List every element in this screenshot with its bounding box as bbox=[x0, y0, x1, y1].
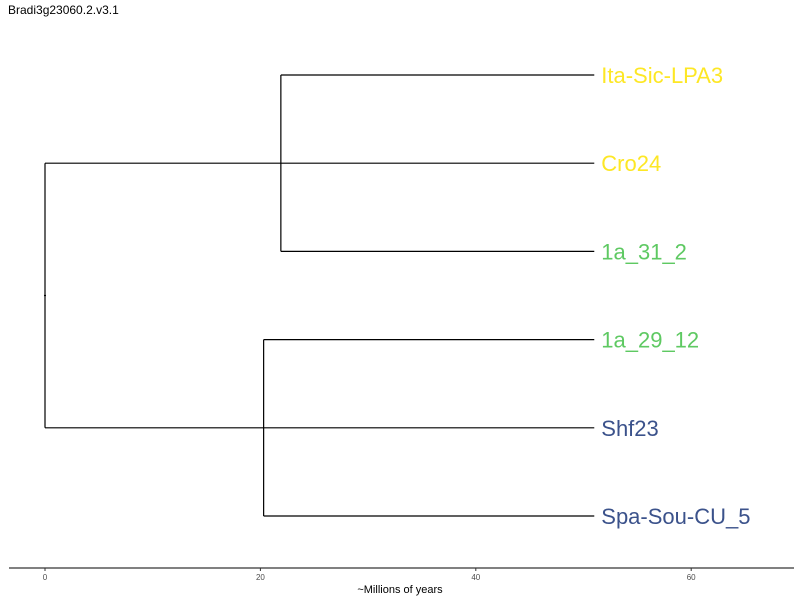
x-tick-label: 0 bbox=[43, 573, 48, 582]
tip-label: Ita-Sic-LPA3 bbox=[601, 63, 723, 88]
x-tick-label: 20 bbox=[256, 573, 265, 582]
x-axis-ticks: 0 20 40 60 bbox=[43, 568, 696, 582]
chart-title: Bradi3g23060.2.v3.1 bbox=[8, 3, 119, 17]
x-tick-label: 60 bbox=[687, 573, 696, 582]
tip-labels: Ita-Sic-LPA3 Cro24 1a_31_2 1a_29_12 Shf23 Spa… bbox=[601, 63, 750, 529]
x-axis-label: ~Millions of years bbox=[357, 584, 443, 596]
tip-label: Cro24 bbox=[601, 151, 661, 176]
x-axis: 0 20 40 60 ~Millions of years bbox=[9, 567, 794, 596]
tree-branches bbox=[44, 74, 595, 517]
tip-label: 1a_31_2 bbox=[601, 239, 687, 264]
x-tick-label: 40 bbox=[471, 573, 480, 582]
tip-label: 1a_29_12 bbox=[601, 328, 699, 353]
tip-label: Shf23 bbox=[601, 416, 659, 441]
tip-label: Spa-Sou-CU_5 bbox=[601, 504, 750, 529]
